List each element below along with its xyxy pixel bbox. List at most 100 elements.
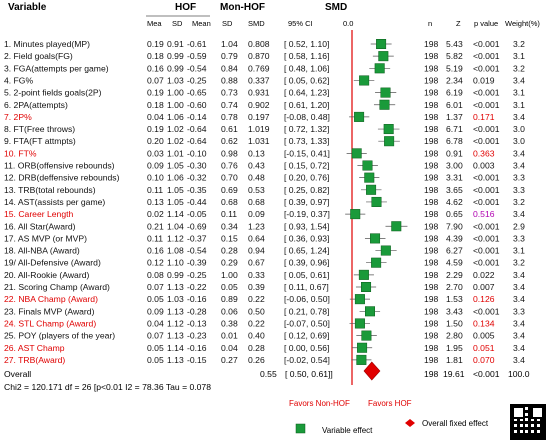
row-n: 198	[424, 51, 439, 61]
row-hof-sd: 1.13	[167, 282, 184, 292]
row-hof-sd: 1.06	[167, 112, 184, 122]
row-non-sd: 0.29	[221, 258, 238, 268]
row-hof-mean: 0.16	[147, 246, 164, 256]
row-weight: 3.0	[513, 136, 525, 146]
row-non-mean: -0.64	[187, 136, 207, 146]
row-label: 6. 2PA(attempts)	[4, 100, 68, 110]
row-non-mean: -0.15	[187, 355, 207, 365]
overall-label: Overall	[4, 369, 31, 379]
row-effect-marker	[391, 221, 402, 232]
row-label: 12. DRB(deffensive rebounds)	[4, 173, 120, 183]
row-hof-mean: 0.12	[147, 258, 164, 268]
forest-rows: 1. Minutes played(MP) 0.19 0.91 -0.61 1.04 0.…	[4, 39, 525, 365]
row-pvalue: <0.001	[473, 221, 500, 231]
row-n: 198	[424, 258, 439, 268]
row-non-mean: -0.25	[187, 75, 207, 85]
row-pvalue: 0.070	[473, 355, 495, 365]
row-effect-marker	[376, 39, 387, 49]
row-hof-sd: 0.99	[167, 51, 184, 61]
row-n: 198	[424, 100, 439, 110]
row-pvalue: <0.001	[473, 124, 500, 134]
legend-overall-label: Overall fixed effect	[422, 419, 489, 428]
row-pvalue: 0.516	[473, 209, 495, 219]
row-non-sd: 0.04	[221, 343, 238, 353]
row-weight: 3.4	[513, 331, 525, 341]
row-label: 22. NBA Champ (Award)	[4, 294, 98, 304]
row-n: 198	[424, 331, 439, 341]
row-hof-sd: 1.00	[167, 88, 184, 98]
row-weight: 3.3	[513, 173, 525, 183]
row-ci: [ 0.36, 0.93]	[284, 233, 329, 243]
row-label: 14. AST(assists per game)	[4, 197, 105, 207]
row-n: 198	[424, 209, 439, 219]
row-smd: 0.64	[248, 233, 265, 243]
row-z: 0.65	[446, 209, 463, 219]
row-z: 6.71	[446, 124, 463, 134]
row-smd: 0.33	[248, 270, 265, 280]
row-z: 4.59	[446, 258, 463, 268]
row-non-sd: 0.89	[221, 294, 238, 304]
row-non-sd: 0.78	[221, 112, 238, 122]
row-effect-marker	[361, 282, 372, 292]
row-pvalue: <0.001	[473, 63, 500, 73]
row-n: 198	[424, 161, 439, 171]
row-weight: 3.1	[513, 100, 525, 110]
row-non-mean: -0.35	[187, 185, 207, 195]
row-label: 19/ All-Defensive (Award)	[4, 258, 101, 268]
row-hof-mean: 0.07	[147, 75, 164, 85]
row-ci: [ 0.11, 0.67]	[284, 282, 329, 292]
row-effect-marker	[374, 63, 385, 74]
row-non-mean: -0.59	[187, 51, 207, 61]
row-non-mean: -0.23	[187, 331, 207, 341]
row-effect-marker	[354, 318, 365, 329]
header-hof-mean: Mea	[147, 19, 162, 28]
row-weight: 3.4	[513, 355, 525, 365]
row-hof-mean: 0.19	[147, 124, 164, 134]
row-pvalue: <0.001	[473, 246, 500, 256]
row-smd: 0.68	[248, 197, 265, 207]
row-smd: 1.031	[248, 136, 270, 146]
row-z: 6.19	[446, 88, 463, 98]
overall-weight: 100.0	[508, 369, 530, 379]
row-ci: [ 0.64, 1.23]	[284, 88, 329, 98]
row-smd: 0.870	[248, 51, 270, 61]
row-smd: 0.28	[248, 343, 265, 353]
row-n: 198	[424, 124, 439, 134]
row-non-mean: -0.22	[187, 282, 207, 292]
row-effect-marker	[370, 233, 381, 244]
row-weight: 3.4	[513, 209, 525, 219]
row-non-mean: -0.44	[187, 197, 207, 207]
row-non-sd: 0.15	[221, 233, 238, 243]
row-z: 1.95	[446, 343, 463, 353]
row-hof-sd: 1.05	[167, 185, 184, 195]
row-smd: 0.50	[248, 306, 265, 316]
row-effect-marker	[365, 306, 375, 317]
row-n: 198	[424, 221, 439, 231]
row-smd: 0.197	[248, 112, 270, 122]
row-n: 198	[424, 355, 439, 365]
row-non-sd: 1.04	[221, 39, 238, 49]
row-smd: 1.019	[248, 124, 270, 134]
row-smd: 1.23	[248, 221, 265, 231]
row-pvalue: 0.171	[473, 112, 495, 122]
row-non-mean: -0.16	[187, 343, 207, 353]
row-effect-marker	[351, 148, 362, 159]
row-n: 198	[424, 75, 439, 85]
row-hof-sd: 1.03	[167, 75, 184, 85]
row-z: 6.01	[446, 100, 463, 110]
row-hof-mean: 0.20	[147, 136, 164, 146]
row-n: 198	[424, 185, 439, 195]
row-effect-marker	[359, 75, 370, 86]
row-hof-sd: 1.12	[167, 233, 184, 243]
row-hof-sd: 0.91	[167, 39, 184, 49]
legend-overall-diamond	[405, 419, 415, 427]
row-n: 198	[424, 63, 439, 73]
row-hof-sd: 1.10	[167, 258, 184, 268]
row-non-mean: -0.32	[187, 173, 207, 183]
overall-ci: [ 0.50, 0.61]]	[285, 369, 333, 379]
row-hof-mean: 0.11	[147, 185, 163, 195]
row-pvalue: <0.001	[473, 39, 500, 49]
row-label: 2. Field goals(FG)	[4, 51, 73, 61]
row-pvalue: 0.134	[473, 318, 495, 328]
